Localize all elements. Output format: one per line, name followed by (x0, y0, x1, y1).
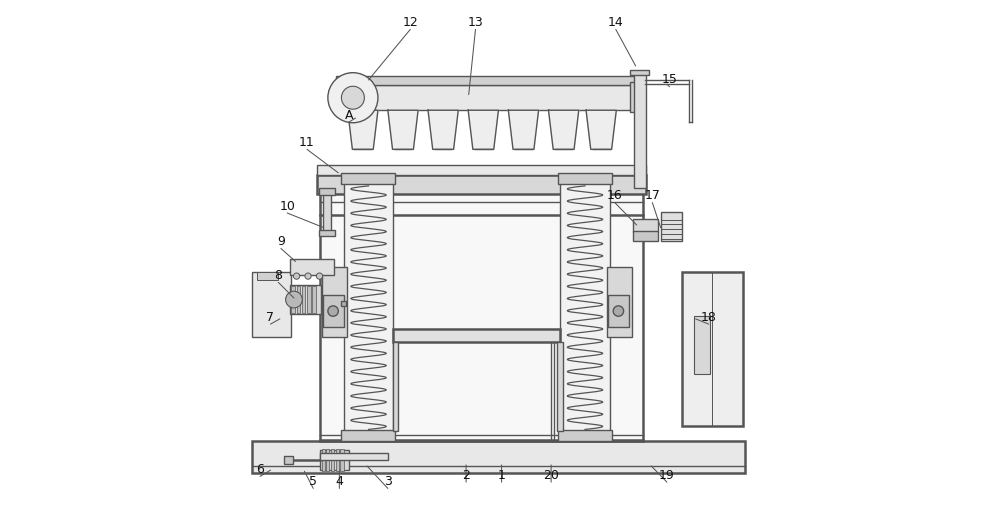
Bar (634, 74, 646, 188)
Bar (661, 212, 682, 241)
Circle shape (613, 306, 624, 316)
Circle shape (293, 273, 300, 279)
Bar (319, 188, 335, 195)
Text: 2: 2 (462, 469, 470, 482)
Bar (320, 186, 643, 441)
Text: 12: 12 (402, 16, 418, 29)
Bar (341, 301, 346, 306)
Bar (336, 76, 636, 85)
Bar (340, 449, 344, 471)
Text: 5: 5 (309, 475, 317, 488)
Bar (322, 449, 325, 471)
Text: 4: 4 (335, 475, 343, 488)
Bar (323, 194, 331, 233)
Circle shape (305, 273, 311, 279)
Bar (336, 449, 339, 471)
Bar (290, 259, 334, 275)
Text: 20: 20 (543, 469, 559, 482)
Bar (291, 286, 295, 313)
Polygon shape (508, 110, 539, 150)
Text: 10: 10 (279, 200, 295, 213)
Bar (633, 231, 658, 241)
Bar (393, 343, 398, 431)
Bar (317, 165, 646, 175)
Text: 9: 9 (277, 235, 285, 248)
Text: 8: 8 (274, 269, 282, 282)
Bar (694, 316, 710, 373)
Circle shape (286, 291, 302, 308)
Bar (320, 453, 388, 460)
Bar (633, 219, 658, 232)
Text: 14: 14 (608, 16, 624, 29)
Bar (682, 272, 743, 426)
Bar (630, 70, 649, 75)
Bar (323, 295, 344, 327)
Bar (252, 441, 745, 473)
Circle shape (316, 273, 323, 279)
Polygon shape (586, 110, 616, 150)
Text: 7: 7 (266, 311, 274, 324)
Text: 11: 11 (299, 136, 315, 149)
Polygon shape (549, 110, 579, 150)
Bar (331, 449, 334, 471)
Text: 6: 6 (256, 463, 264, 476)
Text: 3: 3 (384, 475, 392, 488)
Bar (333, 82, 342, 112)
Bar (393, 329, 560, 343)
Bar (558, 430, 612, 441)
Polygon shape (428, 110, 458, 150)
Text: 17: 17 (644, 189, 660, 202)
Bar (326, 449, 329, 471)
Bar (341, 430, 395, 441)
Bar (302, 286, 305, 313)
Bar (317, 175, 646, 194)
Text: 1: 1 (498, 469, 506, 482)
Bar (320, 450, 349, 470)
Bar (307, 286, 311, 313)
Bar (284, 456, 293, 464)
Bar (252, 272, 291, 337)
Bar (297, 286, 300, 313)
Circle shape (328, 73, 378, 123)
Bar (608, 295, 629, 327)
Circle shape (341, 86, 364, 109)
Text: A: A (344, 109, 353, 122)
Text: 18: 18 (701, 311, 717, 324)
Bar (630, 82, 640, 112)
Polygon shape (388, 110, 418, 150)
Polygon shape (468, 110, 498, 150)
Bar (557, 343, 563, 431)
Bar (560, 178, 610, 439)
Text: 13: 13 (468, 16, 483, 29)
Circle shape (328, 306, 338, 316)
Bar (558, 173, 612, 184)
Bar (322, 267, 347, 337)
Bar (607, 267, 632, 337)
Bar (319, 230, 335, 236)
Polygon shape (348, 110, 378, 150)
Bar (257, 272, 278, 280)
Text: 19: 19 (659, 469, 675, 482)
Bar (341, 173, 395, 184)
Bar (336, 85, 636, 110)
Bar (344, 178, 393, 439)
Bar (290, 285, 321, 314)
Text: 16: 16 (607, 189, 623, 202)
Text: 15: 15 (662, 73, 677, 86)
Bar (312, 286, 316, 313)
